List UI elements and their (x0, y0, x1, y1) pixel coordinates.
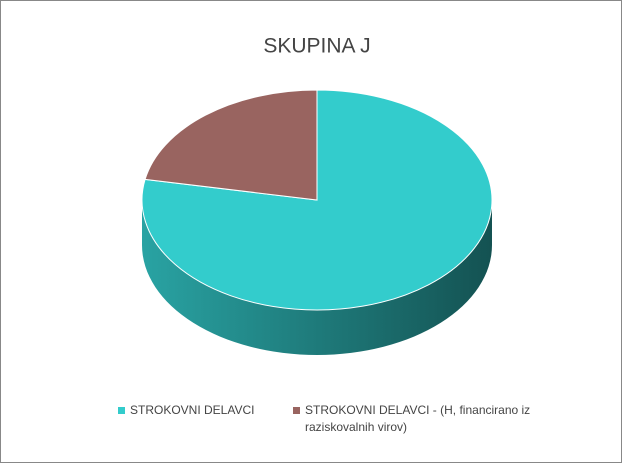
legend-item: STROKOVNI DELAVCI (118, 402, 288, 419)
chart-title: SKUPINA J (263, 35, 370, 58)
legend-item: STROKOVNI DELAVCI - (H, financirano iz r… (293, 402, 553, 436)
legend-label: STROKOVNI DELAVCI - (H, financirano iz r… (305, 403, 531, 434)
slice (144, 89, 318, 201)
legend-swatch (293, 407, 300, 414)
legend-swatch (118, 407, 125, 414)
legend-label: STROKOVNI DELAVCI (130, 403, 255, 417)
slice-side (142, 200, 492, 355)
